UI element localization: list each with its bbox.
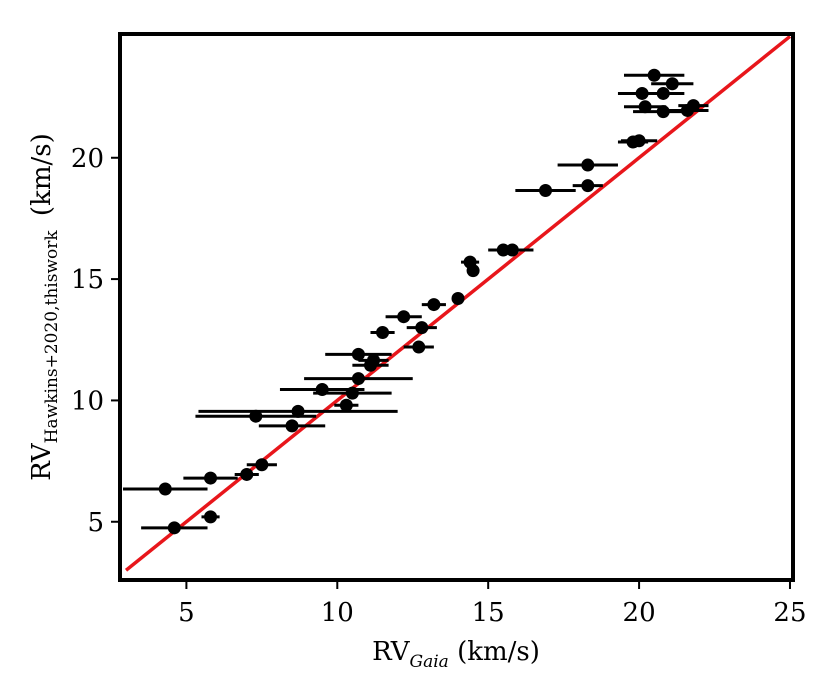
- data-point: [255, 458, 269, 472]
- data-point: [158, 482, 172, 496]
- x-tick-label: 25: [773, 598, 806, 628]
- data-point: [427, 298, 441, 312]
- data-point: [204, 510, 218, 524]
- y-axis-label-suffix: (km/s): [27, 133, 57, 224]
- data-point: [367, 353, 381, 367]
- data-point: [656, 105, 670, 119]
- data-point: [632, 134, 646, 148]
- x-axis-label-suffix: (km/s): [449, 637, 540, 667]
- plot-frame: [118, 32, 795, 582]
- axis-ticks: 5 10 15 20 25 5 10 15 20: [71, 144, 807, 628]
- y-axis-label-subscript: Hawkins+2020,thiswork: [42, 230, 62, 444]
- data-point: [415, 321, 429, 335]
- x-axis-label: RVGaia (km/s): [372, 637, 540, 672]
- data-point: [581, 179, 595, 193]
- data-point: [351, 372, 365, 386]
- data-point: [665, 77, 679, 91]
- x-tick-label: 5: [178, 598, 195, 628]
- data-point: [412, 340, 426, 354]
- y-tick-label: 15: [71, 265, 104, 295]
- data-point: [505, 243, 519, 257]
- data-point: [167, 521, 181, 535]
- y-axis-label-prefix: RV: [27, 442, 57, 481]
- y-tick-label: 5: [87, 508, 104, 538]
- plot-marks: [123, 35, 792, 572]
- x-tick-label: 10: [321, 598, 354, 628]
- data-point: [315, 383, 329, 397]
- y-tick-label: 10: [71, 386, 104, 416]
- data-point: [249, 409, 263, 423]
- y-axis-label: RVHawkins+2020,thiswork (km/s): [27, 133, 62, 481]
- data-point: [581, 158, 595, 172]
- x-tick-label: 20: [623, 598, 656, 628]
- data-point: [291, 404, 305, 418]
- data-point: [285, 419, 299, 433]
- data-point: [635, 86, 649, 100]
- data-point: [466, 264, 480, 278]
- data-point: [656, 86, 670, 100]
- x-axis-label-prefix: RV: [372, 637, 411, 667]
- data-point: [240, 467, 254, 481]
- data-point: [397, 310, 411, 324]
- data-point: [345, 386, 359, 400]
- data-point: [539, 184, 553, 198]
- data-point: [451, 292, 465, 306]
- data-point: [376, 325, 390, 339]
- x-tick-label: 15: [472, 598, 505, 628]
- data-point: [638, 100, 652, 114]
- data-point: [339, 398, 353, 412]
- data-point: [686, 99, 700, 113]
- data-point: [496, 243, 510, 257]
- data-point: [351, 347, 365, 361]
- data-point: [204, 471, 218, 485]
- y-tick-label: 20: [71, 144, 104, 174]
- x-axis-label-subscript: Gaia: [410, 652, 449, 672]
- data-point: [647, 68, 661, 82]
